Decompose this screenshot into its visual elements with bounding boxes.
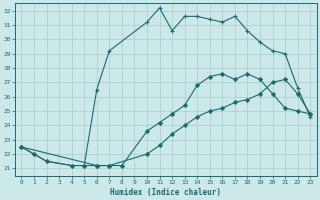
X-axis label: Humidex (Indice chaleur): Humidex (Indice chaleur) <box>110 188 221 197</box>
